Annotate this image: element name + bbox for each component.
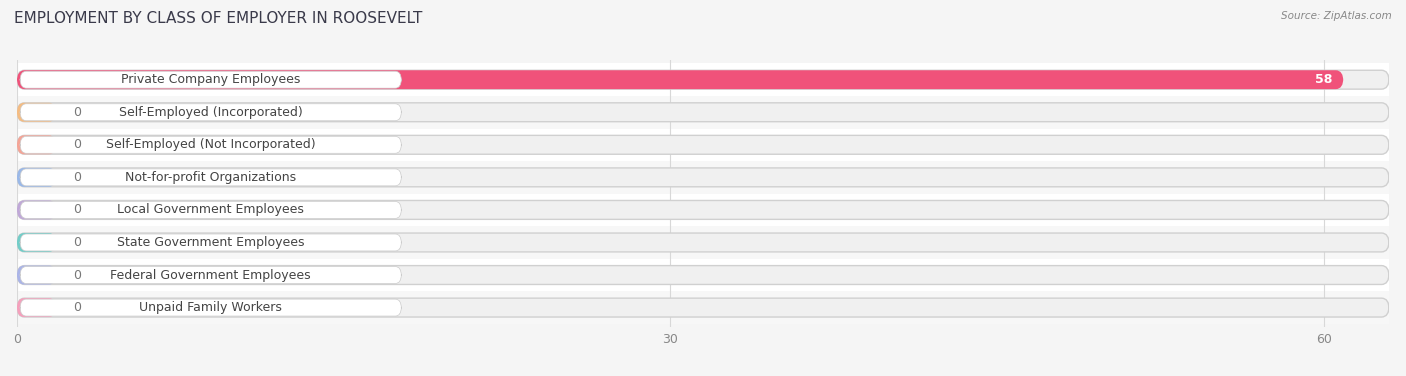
Bar <box>17 96 1389 129</box>
Bar <box>17 259 1389 291</box>
FancyBboxPatch shape <box>17 200 1389 219</box>
Text: 0: 0 <box>73 268 82 282</box>
Bar <box>17 226 1389 259</box>
FancyBboxPatch shape <box>20 202 401 218</box>
FancyBboxPatch shape <box>17 298 56 317</box>
FancyBboxPatch shape <box>20 136 401 153</box>
FancyBboxPatch shape <box>17 135 1389 154</box>
Bar <box>17 291 1389 324</box>
Text: Self-Employed (Not Incorporated): Self-Employed (Not Incorporated) <box>105 138 315 151</box>
FancyBboxPatch shape <box>17 298 1389 317</box>
FancyBboxPatch shape <box>20 169 401 186</box>
FancyBboxPatch shape <box>17 168 1389 187</box>
FancyBboxPatch shape <box>17 70 1343 89</box>
FancyBboxPatch shape <box>17 265 56 285</box>
Bar <box>17 64 1389 96</box>
Text: Federal Government Employees: Federal Government Employees <box>111 268 311 282</box>
FancyBboxPatch shape <box>17 103 1389 122</box>
Text: 0: 0 <box>73 106 82 119</box>
FancyBboxPatch shape <box>20 71 401 88</box>
Text: Source: ZipAtlas.com: Source: ZipAtlas.com <box>1281 11 1392 21</box>
FancyBboxPatch shape <box>17 168 56 187</box>
Bar <box>17 129 1389 161</box>
Bar <box>17 194 1389 226</box>
Text: 0: 0 <box>73 236 82 249</box>
FancyBboxPatch shape <box>17 103 56 122</box>
FancyBboxPatch shape <box>17 233 1389 252</box>
FancyBboxPatch shape <box>17 200 56 219</box>
FancyBboxPatch shape <box>17 135 56 154</box>
Text: Self-Employed (Incorporated): Self-Employed (Incorporated) <box>120 106 302 119</box>
Bar <box>17 161 1389 194</box>
Text: EMPLOYMENT BY CLASS OF EMPLOYER IN ROOSEVELT: EMPLOYMENT BY CLASS OF EMPLOYER IN ROOSE… <box>14 11 422 26</box>
Text: 0: 0 <box>73 138 82 151</box>
Text: Not-for-profit Organizations: Not-for-profit Organizations <box>125 171 297 184</box>
FancyBboxPatch shape <box>17 265 1389 285</box>
FancyBboxPatch shape <box>17 233 56 252</box>
FancyBboxPatch shape <box>20 234 401 251</box>
FancyBboxPatch shape <box>17 70 1389 89</box>
FancyBboxPatch shape <box>20 104 401 121</box>
FancyBboxPatch shape <box>20 299 401 316</box>
Text: 0: 0 <box>73 301 82 314</box>
Text: Local Government Employees: Local Government Employees <box>117 203 304 217</box>
Text: State Government Employees: State Government Employees <box>117 236 305 249</box>
Text: 0: 0 <box>73 203 82 217</box>
Text: 0: 0 <box>73 171 82 184</box>
Text: Private Company Employees: Private Company Employees <box>121 73 301 86</box>
FancyBboxPatch shape <box>20 267 401 284</box>
Text: Unpaid Family Workers: Unpaid Family Workers <box>139 301 283 314</box>
Text: 58: 58 <box>1315 73 1333 86</box>
